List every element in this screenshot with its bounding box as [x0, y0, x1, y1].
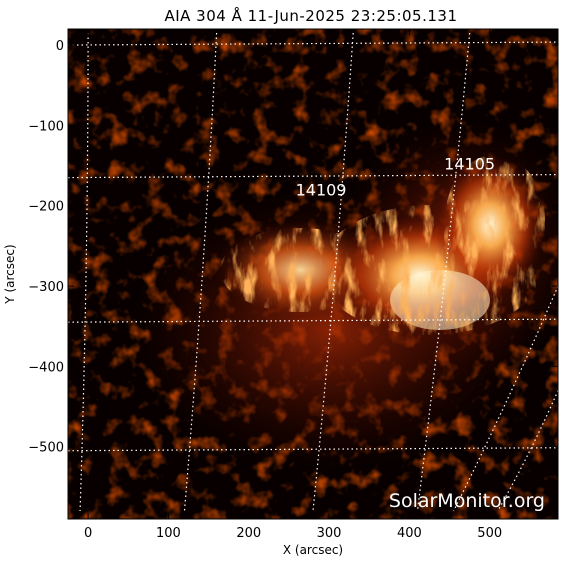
active-region-label: 14105 — [444, 155, 495, 174]
x-axis: 0 100 200 300 400 500 — [84, 29, 502, 541]
active-region-labels: 14109 14105 — [296, 155, 496, 200]
active-region-label: 14109 — [296, 180, 347, 199]
watermark: SolarMonitor.org — [389, 490, 545, 512]
chart-title: AIA 304 Å 11-Jun-2025 23:25:05.131 — [164, 6, 457, 25]
x-tick-label: 500 — [477, 526, 502, 541]
latitude-line — [68, 174, 558, 179]
longitude-line — [312, 32, 354, 512]
y-tick-label: −200 — [28, 200, 64, 215]
longitude-line — [416, 32, 471, 512]
x-tick-label: 100 — [156, 526, 181, 541]
x-axis-label: X (arcsec) — [283, 543, 343, 557]
longitude-line — [453, 285, 558, 512]
x-tick-label: 300 — [317, 526, 342, 541]
y-tick-label: −500 — [28, 441, 64, 456]
x-tick-label: 0 — [84, 526, 92, 541]
latitude-line — [68, 41, 558, 46]
x-tick-label: 200 — [236, 526, 261, 541]
latitude-line — [68, 447, 558, 452]
x-tick-label: 400 — [397, 526, 422, 541]
longitude-line — [497, 390, 558, 512]
y-tick-label: −100 — [28, 119, 64, 134]
solar-image: 14109 14105 SolarMonitor.org — [68, 29, 558, 519]
coordinate-grid — [68, 32, 558, 512]
y-tick-label: −400 — [28, 360, 64, 375]
plot-frame — [67, 28, 559, 520]
longitude-line — [79, 33, 89, 511]
y-tick-label: 0 — [56, 39, 64, 54]
y-tick-label: −300 — [28, 280, 64, 295]
longitude-line — [183, 32, 218, 512]
latitude-line — [68, 318, 558, 323]
y-axis: 0 −100 −200 −300 −400 −500 — [28, 39, 558, 456]
fibril-texture — [220, 155, 545, 335]
y-axis-label: Y (arcsec) — [3, 244, 17, 304]
